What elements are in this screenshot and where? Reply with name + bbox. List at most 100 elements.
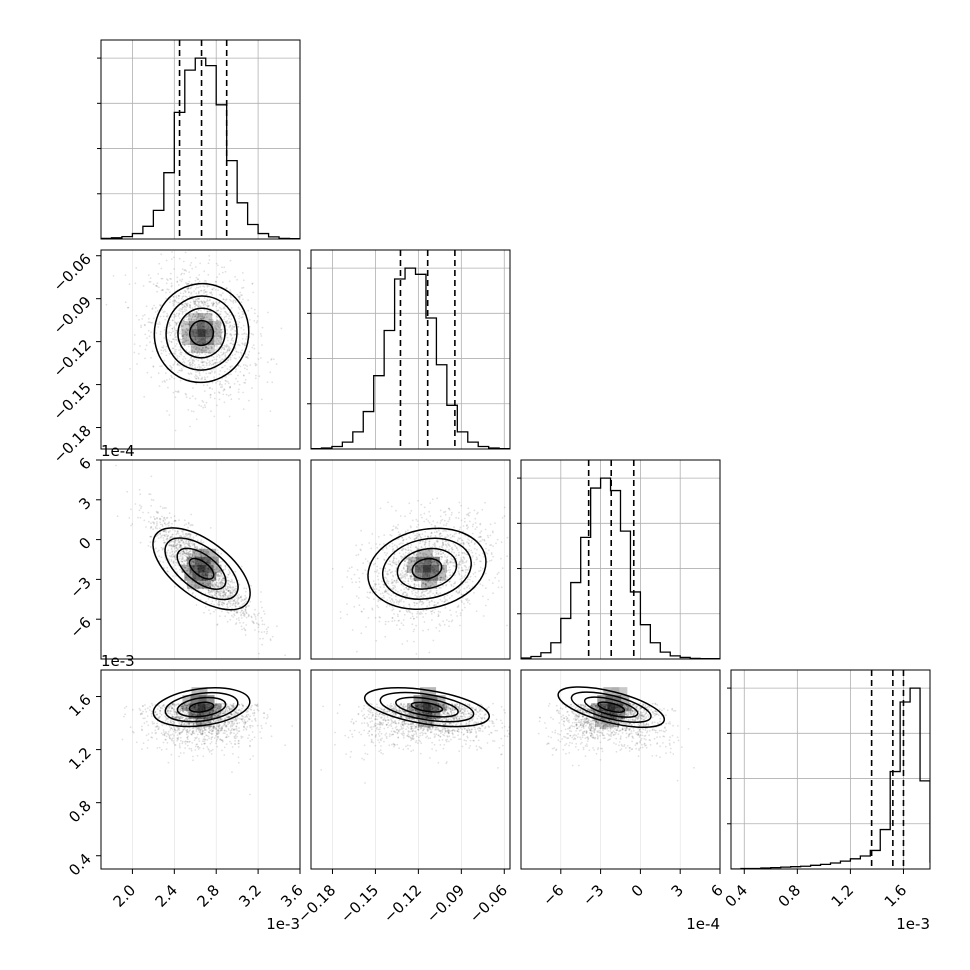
scatter-point — [221, 386, 224, 388]
scatter-point — [194, 311, 196, 313]
scatter-point — [425, 609, 428, 611]
scatter-point — [471, 551, 474, 554]
scatter-point — [226, 322, 229, 324]
scatter-point — [244, 344, 247, 347]
scatter-point — [358, 580, 361, 583]
scatter-point — [208, 310, 211, 313]
scatter-point — [189, 306, 192, 309]
scatter-point — [192, 359, 195, 362]
scatter-point — [412, 577, 414, 580]
scatter-point — [428, 540, 431, 543]
scatter-point — [214, 578, 217, 580]
scatter-point — [178, 295, 181, 297]
scatter-point — [208, 751, 211, 753]
scatter-point — [162, 315, 165, 318]
scatter-point — [221, 266, 223, 269]
scatter-point — [459, 526, 462, 529]
scatter-point — [229, 590, 232, 592]
scatter-point — [412, 553, 415, 556]
scatter-point — [267, 626, 269, 629]
scatter-point — [205, 300, 208, 303]
scatter-point — [187, 557, 190, 560]
scatter-point — [388, 604, 391, 607]
scatter-point — [215, 590, 218, 593]
scatter-point — [408, 610, 411, 613]
scatter-point — [458, 591, 461, 593]
scatter-point — [219, 583, 222, 586]
scatter-point — [448, 516, 451, 519]
scatter-point — [201, 587, 204, 589]
scatter-point — [227, 359, 230, 361]
scatter-point — [212, 356, 215, 359]
scatter-point — [182, 310, 184, 313]
scatter-point — [490, 544, 493, 546]
scatter-point — [384, 570, 387, 572]
scatter-point — [201, 582, 204, 585]
scatter-point — [415, 602, 418, 605]
scatter-point — [355, 554, 358, 557]
scatter-point — [396, 545, 398, 547]
scatter-point — [467, 569, 469, 571]
scatter-point — [464, 565, 467, 568]
scatter-point — [163, 517, 165, 520]
scatter-point — [223, 388, 226, 391]
scatter-point — [198, 353, 201, 356]
scatter-point — [219, 306, 221, 309]
scatter-point — [410, 544, 413, 546]
scatter-point — [232, 590, 234, 593]
scatter-point — [116, 515, 119, 518]
scatter-point — [435, 589, 438, 592]
scatter-point — [181, 558, 184, 561]
scatter-point — [456, 615, 458, 617]
scatter-point — [444, 536, 447, 539]
scatter-point — [238, 321, 241, 324]
scatter-point — [420, 537, 423, 539]
scatter-point — [203, 547, 206, 549]
scatter-point — [221, 328, 223, 331]
scatter-point — [403, 573, 406, 576]
scatter-point — [156, 309, 159, 312]
scatter-point — [195, 371, 197, 373]
scatter-point — [236, 594, 239, 597]
scatter-point — [244, 590, 247, 593]
scatter-point — [223, 344, 226, 347]
scatter-point — [409, 575, 412, 578]
scatter-point — [210, 583, 213, 585]
scatter-point — [195, 339, 197, 341]
scatter-point — [420, 555, 422, 558]
scatter-point — [148, 520, 150, 523]
scatter-point — [218, 604, 221, 607]
scatter-point — [341, 586, 344, 588]
scatter-point — [496, 538, 499, 541]
scatter-point — [244, 608, 247, 611]
scatter-point — [181, 529, 184, 532]
scatter-point — [445, 619, 448, 621]
scatter-point — [220, 359, 222, 362]
scatter-point — [407, 582, 410, 585]
scatter-point — [221, 330, 224, 333]
scatter-point — [236, 293, 239, 296]
scatter-point — [395, 574, 397, 576]
scatter-point — [188, 553, 191, 555]
scatter-point — [176, 355, 179, 357]
scatter-point — [353, 573, 356, 576]
scatter-point — [179, 707, 182, 710]
scatter-point — [170, 535, 173, 538]
scatter-point — [189, 554, 192, 557]
scatter-point — [220, 574, 222, 577]
scatter-point — [396, 581, 399, 583]
scatter-point — [152, 365, 155, 368]
scatter-point — [174, 538, 177, 541]
scatter-point — [446, 559, 449, 562]
scatter-point — [154, 311, 157, 313]
scatter-point — [197, 297, 200, 300]
scatter-point — [214, 576, 217, 579]
scatter-point — [185, 539, 188, 542]
scatter-point — [225, 287, 228, 289]
scatter-point — [372, 586, 375, 588]
scatter-point — [172, 304, 175, 307]
scatter-point — [433, 580, 435, 583]
contour-line — [188, 319, 215, 347]
scatter-point — [174, 313, 176, 316]
scatter-point — [426, 589, 429, 592]
